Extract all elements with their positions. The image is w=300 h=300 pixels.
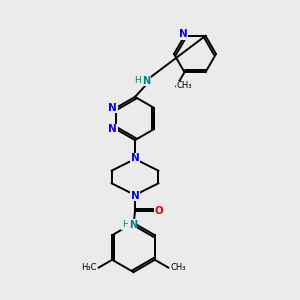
Text: CH₃: CH₃: [177, 81, 192, 90]
Text: CH₃: CH₃: [170, 263, 186, 272]
Text: N: N: [178, 29, 188, 39]
Text: N: N: [130, 153, 140, 164]
Text: H: H: [134, 76, 140, 85]
Text: N: N: [130, 190, 140, 201]
Text: O: O: [154, 206, 164, 216]
Text: N: N: [142, 76, 150, 86]
Text: N: N: [108, 103, 117, 113]
Text: H₃C: H₃C: [81, 263, 97, 272]
Text: N: N: [129, 220, 137, 230]
Text: N: N: [108, 124, 117, 134]
Text: H: H: [122, 220, 128, 229]
